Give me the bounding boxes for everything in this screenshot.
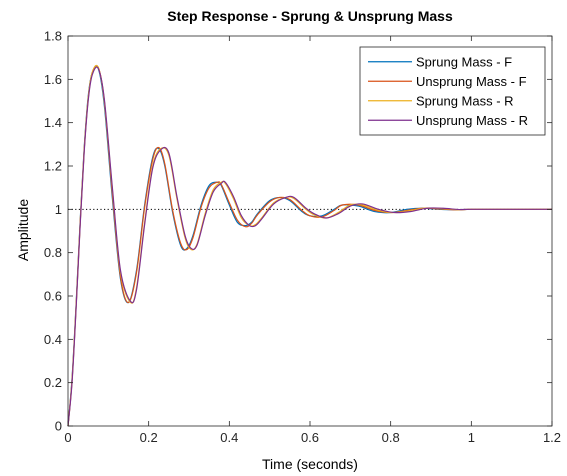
y-tick-label: 1.4 [44, 115, 62, 130]
x-tick-label: 0.4 [220, 430, 238, 445]
y-tick-label: 1.6 [44, 72, 62, 87]
x-tick-label: 0 [64, 430, 71, 445]
y-tick-label: 0 [55, 419, 62, 434]
legend-label: Unsprung Mass - F [416, 74, 527, 89]
y-tick-label: 0.6 [44, 289, 62, 304]
y-tick-label: 0.4 [44, 332, 62, 347]
tick-group: 0 0.2 0.4 0.6 0.8 1 1.2 0 0.2 0.4 0.6 0.8 1 1.2 1.4 1.6… [44, 29, 561, 446]
series-line-4 [67, 66, 552, 427]
chart-title: Step Response - Sprung & Unsprung Mass [167, 8, 453, 24]
x-tick-label: 1 [468, 430, 475, 445]
x-tick-label: 0.2 [140, 430, 158, 445]
series-group [67, 64, 552, 427]
x-axis-label: Time (seconds) [262, 456, 358, 472]
legend: Sprung Mass - F Unsprung Mass - F Sprung M… [359, 46, 546, 136]
y-tick-label: 0.2 [44, 375, 62, 390]
legend-label: Sprung Mass - F [416, 54, 512, 69]
legend-label: Unsprung Mass - R [416, 113, 528, 128]
legend-label: Sprung Mass - R [416, 93, 514, 108]
x-tick-label: 1.2 [543, 430, 561, 445]
y-tick-label: 1.8 [44, 29, 62, 44]
y-tick-label: 1 [55, 202, 62, 217]
y-tick-label: 1.2 [44, 159, 62, 174]
y-axis-label: Amplitude [15, 199, 31, 261]
plot-border [67, 35, 553, 427]
y-tick-label: 0.8 [44, 245, 62, 260]
x-tick-label: 0.8 [382, 430, 400, 445]
x-tick-label: 0.6 [301, 430, 319, 445]
